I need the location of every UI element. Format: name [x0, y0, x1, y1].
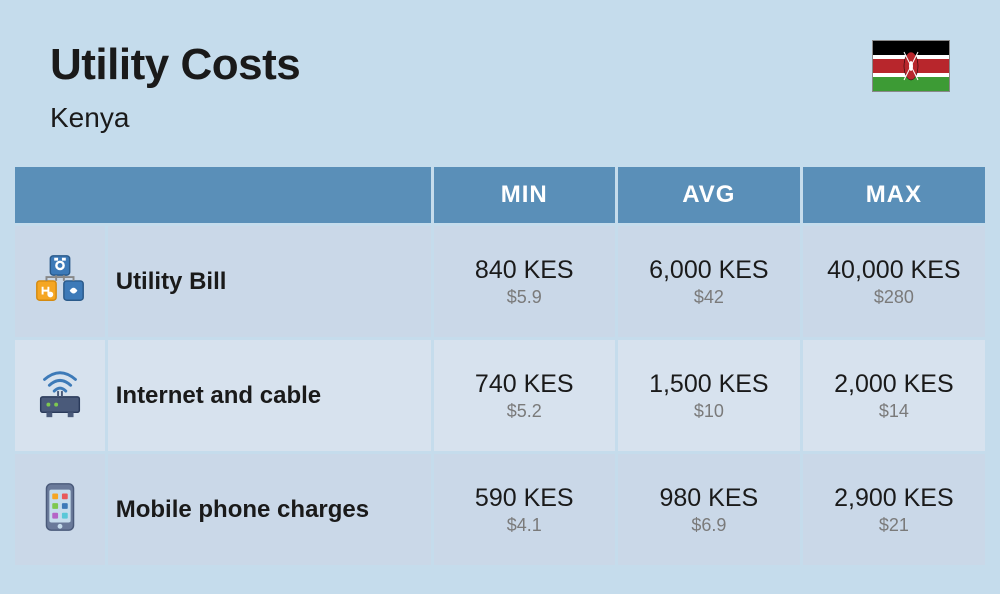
cell-min: 840 KES $5.9 [434, 226, 615, 337]
page-subtitle: Kenya [50, 102, 300, 134]
value-primary: 840 KES [446, 256, 603, 285]
value-secondary: $14 [815, 401, 973, 422]
table-header-max: MAX [803, 167, 985, 223]
utility-costs-table: MIN AVG MAX U [0, 164, 1000, 568]
utility-bill-icon [31, 250, 89, 308]
icon-cell [15, 340, 105, 451]
cell-max: 2,000 KES $14 [803, 340, 985, 451]
table-row: Mobile phone charges 590 KES $4.1 980 KE… [15, 454, 985, 565]
row-label: Mobile phone charges [108, 454, 431, 565]
icon-cell [15, 226, 105, 337]
value-secondary: $6.9 [630, 515, 788, 536]
value-secondary: $280 [815, 287, 973, 308]
table-header-row: MIN AVG MAX [15, 167, 985, 223]
table-header-empty [15, 167, 431, 223]
value-secondary: $42 [630, 287, 788, 308]
internet-cable-icon [31, 364, 89, 422]
row-label: Internet and cable [108, 340, 431, 451]
cell-max: 2,900 KES $21 [803, 454, 985, 565]
cell-max: 40,000 KES $280 [803, 226, 985, 337]
kenya-flag-icon [872, 40, 950, 92]
value-primary: 40,000 KES [815, 256, 973, 285]
value-secondary: $21 [815, 515, 973, 536]
value-primary: 1,500 KES [630, 370, 788, 399]
table-row: Internet and cable 740 KES $5.2 1,500 KE… [15, 340, 985, 451]
cell-avg: 1,500 KES $10 [618, 340, 800, 451]
icon-cell [15, 454, 105, 565]
table-row: Utility Bill 840 KES $5.9 6,000 KES $42 … [15, 226, 985, 337]
cell-avg: 980 KES $6.9 [618, 454, 800, 565]
value-primary: 6,000 KES [630, 256, 788, 285]
value-primary: 2,000 KES [815, 370, 973, 399]
cell-min: 740 KES $5.2 [434, 340, 615, 451]
mobile-phone-icon [31, 478, 89, 536]
value-secondary: $5.9 [446, 287, 603, 308]
value-primary: 590 KES [446, 484, 603, 513]
cell-avg: 6,000 KES $42 [618, 226, 800, 337]
page-title: Utility Costs [50, 40, 300, 90]
row-label: Utility Bill [108, 226, 431, 337]
value-primary: 980 KES [630, 484, 788, 513]
value-primary: 740 KES [446, 370, 603, 399]
table-header-min: MIN [434, 167, 615, 223]
table-header-avg: AVG [618, 167, 800, 223]
value-primary: 2,900 KES [815, 484, 973, 513]
value-secondary: $10 [630, 401, 788, 422]
cell-min: 590 KES $4.1 [434, 454, 615, 565]
header-text: Utility Costs Kenya [50, 40, 300, 134]
value-secondary: $5.2 [446, 401, 603, 422]
header: Utility Costs Kenya [0, 0, 1000, 164]
value-secondary: $4.1 [446, 515, 603, 536]
